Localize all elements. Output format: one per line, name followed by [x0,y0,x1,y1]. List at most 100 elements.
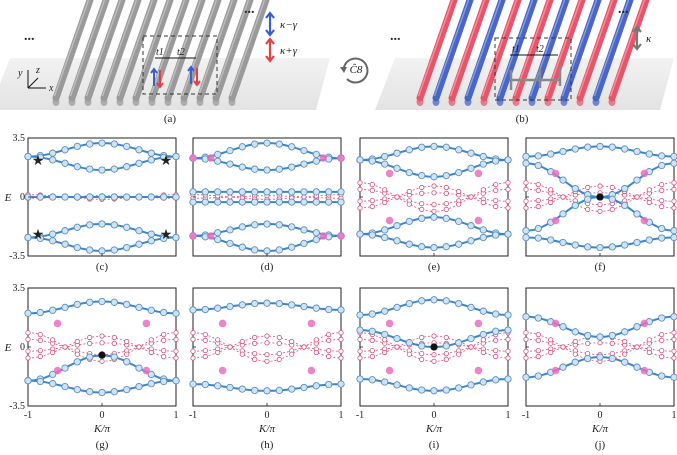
legend-label-kappa-minus-gamma: κ−γ [280,19,298,31]
band-marker [275,299,283,308]
imag-marker [493,337,499,343]
panel-b-legend: κ [632,25,652,51]
band-marker [226,239,234,248]
rod-end [132,98,140,106]
band-marker [36,377,44,386]
imag-marker [357,336,363,342]
imag-marker [50,349,56,356]
rod [52,0,94,102]
imag-marker [37,347,43,354]
band-marker [275,165,283,173]
x-tick-label: 1 [506,410,511,421]
band-marker [172,152,180,161]
x-tick-label: 1 [672,410,677,421]
band-marker [36,308,44,317]
band-marker [504,311,512,319]
imag-marker [431,190,437,196]
exceptional-point [319,154,328,162]
band-marker [226,160,234,168]
band-marker [73,358,81,366]
band-marker [288,243,296,251]
imag-marker [202,331,208,338]
panel-b-rods [416,0,650,106]
band-marker [300,239,308,248]
band-marker [633,238,641,247]
band-marker [479,330,487,339]
imag-marker [338,336,344,342]
band-marker [135,146,143,154]
imag-marker [264,351,270,358]
imag-marker [406,201,412,207]
rod [416,0,458,102]
band-marker [214,382,222,390]
band-marker [312,198,320,206]
band-marker [381,233,389,242]
panel-caption: (g) [96,439,109,451]
imag-marker [646,199,652,206]
imag-marker [338,355,344,361]
imag-marker [62,344,68,350]
band-marker [226,226,234,234]
band-marker [288,223,296,231]
imag-marker [523,180,529,186]
axis-z-label: z [35,65,40,76]
imag-marker [659,198,665,204]
imag-marker [369,182,375,188]
band-marker [455,146,463,154]
band-marker [135,227,143,235]
axis-ticks [27,287,177,407]
band-marker [467,303,475,312]
legend-arrow-gray [632,25,642,51]
band-marker [405,299,413,308]
imag-marker [523,336,529,342]
symmetry-label: Ĉ8 [350,64,363,76]
imag-marker [634,194,640,200]
panel-caption: (f) [595,261,606,273]
panel-a-ellipsis-left: ... [24,29,35,44]
imag-marker [419,201,425,207]
band-marker [86,353,94,361]
imag-marker [505,180,511,186]
band-marker [522,152,530,161]
band-marker [670,373,677,381]
band-panel-d: (d) [189,137,345,273]
band-marker [201,305,209,314]
imag-marker [50,337,56,343]
imag-marker [493,198,499,204]
band-marker [522,313,530,321]
band-marker [621,241,629,249]
band-marker [467,222,475,230]
band-marker [504,326,512,334]
band-marker [123,243,131,252]
band-marker [455,299,463,308]
rod-highlight [117,0,154,97]
band-marker [608,331,616,340]
rod-end [432,98,440,106]
band-marker [596,243,604,252]
band-marker [86,388,94,396]
imag-marker [443,356,449,362]
band-marker [418,297,426,305]
exceptional-point [337,232,345,240]
band-marker [534,314,542,322]
band-marker [492,310,500,318]
imag-marker [326,353,332,360]
band-marker [251,221,259,229]
star-marker: ★ [160,154,173,169]
exceptional-point [551,366,560,375]
band-marker [147,237,155,245]
band-marker [418,342,426,350]
rod [544,0,586,102]
band-marker [381,152,389,161]
band-marker [238,198,246,206]
rod [132,0,174,102]
band-marker [73,300,81,309]
band-marker [226,198,234,206]
band-marker [300,302,308,311]
band-marker [405,339,413,347]
rod [464,0,506,102]
imag-marker [597,183,603,189]
x-tick-label: -1 [189,410,197,421]
band-marker [238,223,246,231]
